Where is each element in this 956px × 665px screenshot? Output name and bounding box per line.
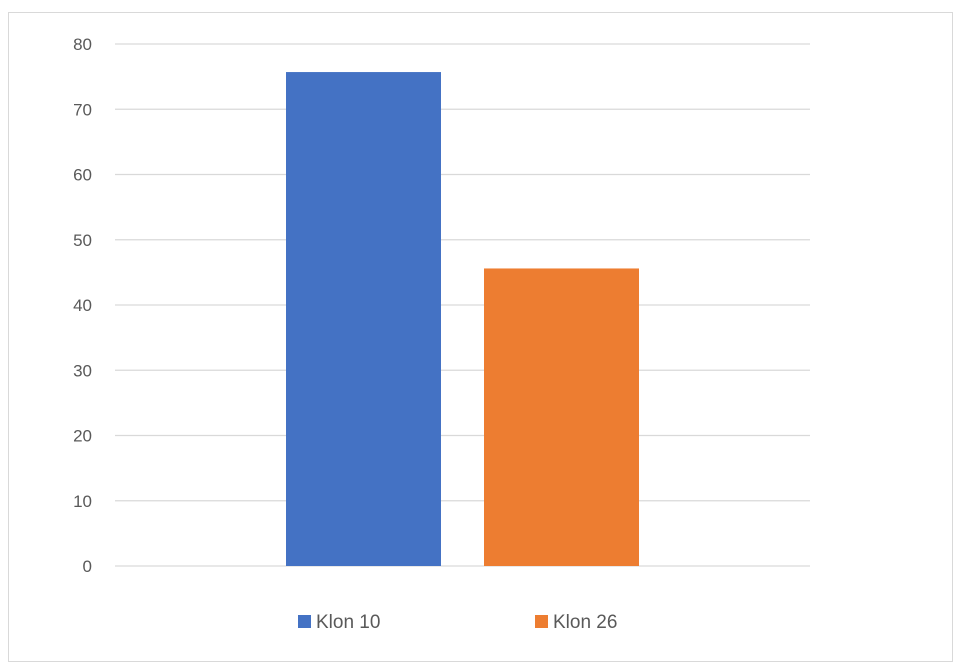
chart-frame bbox=[8, 12, 953, 662]
bar-klon-26 bbox=[484, 268, 639, 566]
y-tick-label-80: 80 bbox=[73, 35, 92, 54]
bar-klon-10 bbox=[286, 72, 441, 567]
y-tick-label-0: 0 bbox=[83, 557, 92, 576]
legend-swatch-klon-26 bbox=[535, 615, 548, 628]
legend-label-klon-26: Klon 26 bbox=[553, 612, 617, 633]
legend-label-klon-10: Klon 10 bbox=[316, 612, 380, 633]
y-tick-label-20: 20 bbox=[73, 427, 92, 446]
y-tick-label-50: 50 bbox=[73, 231, 92, 250]
y-axis-tick-labels: 0 10 20 30 40 50 60 70 80 bbox=[73, 35, 92, 576]
y-tick-label-40: 40 bbox=[73, 296, 92, 315]
gridlines bbox=[115, 43, 810, 567]
y-tick-label-60: 60 bbox=[73, 166, 92, 185]
y-tick-label-70: 70 bbox=[73, 100, 92, 119]
y-tick-label-10: 10 bbox=[73, 492, 92, 511]
legend-swatch-klon-10 bbox=[298, 615, 311, 628]
legend: Klon 10 Klon 26 bbox=[298, 612, 617, 633]
y-tick-label-30: 30 bbox=[73, 361, 92, 380]
bars bbox=[286, 72, 639, 567]
